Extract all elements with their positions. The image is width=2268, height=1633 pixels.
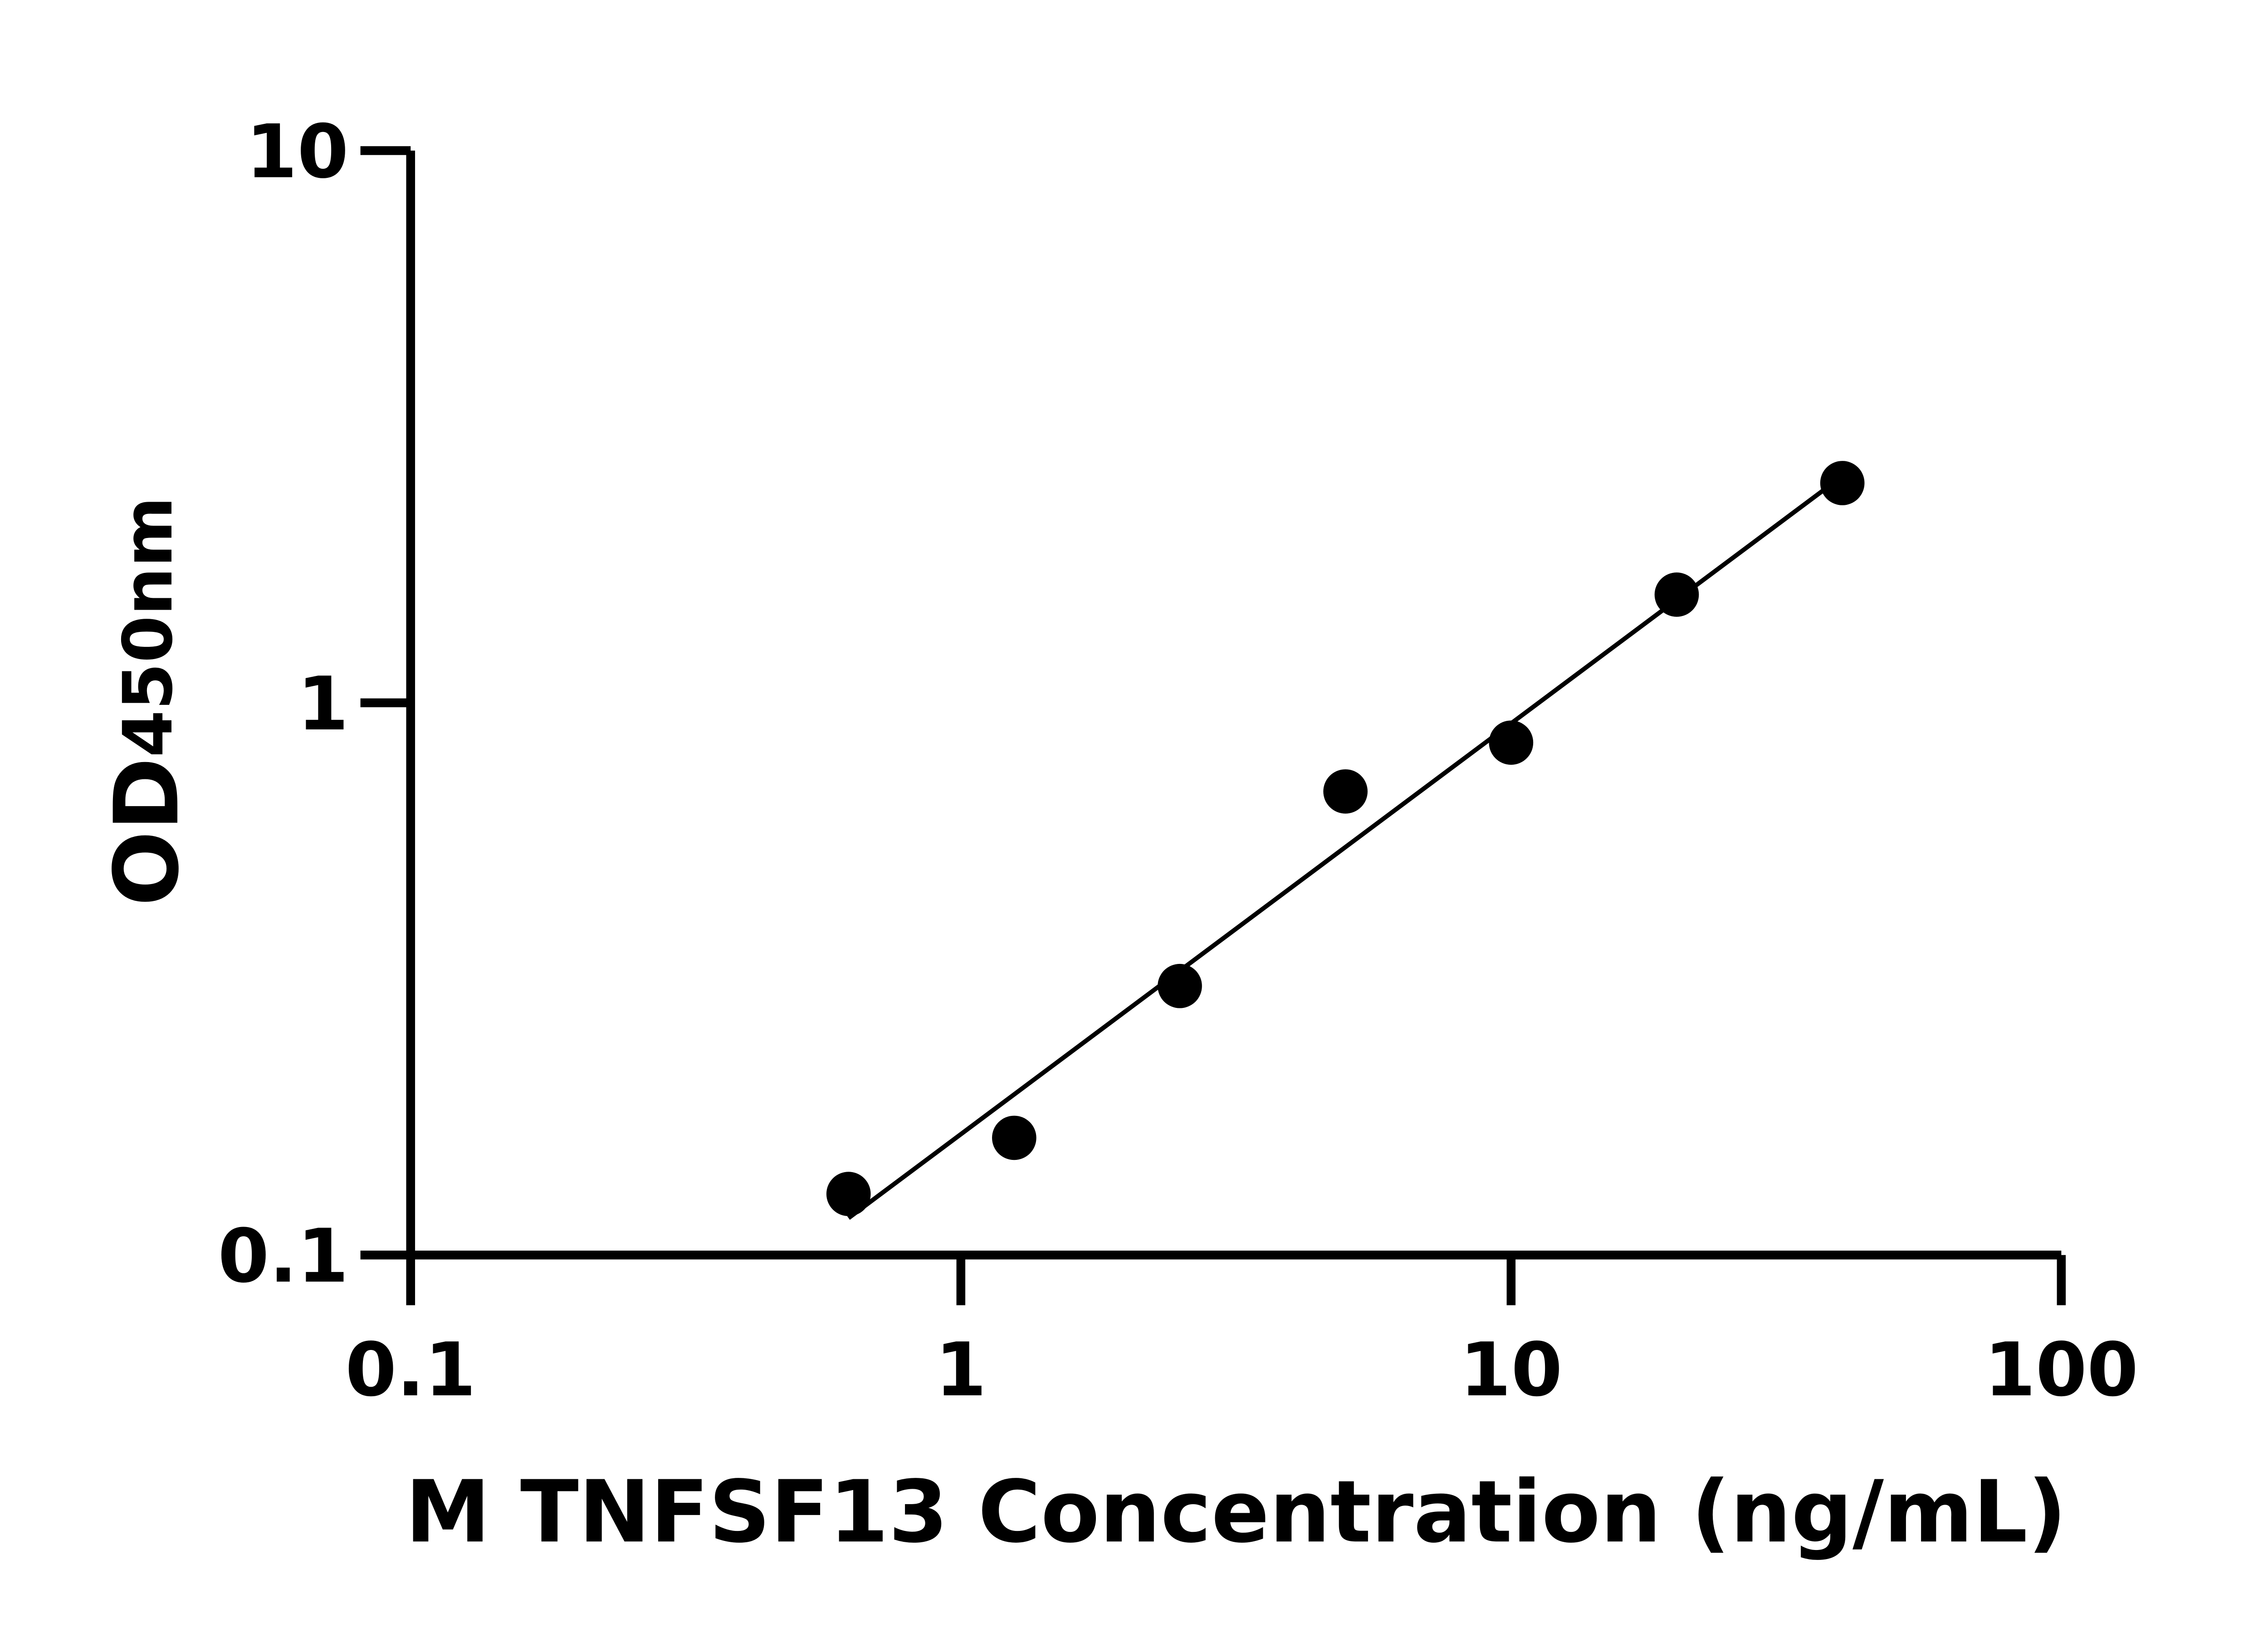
- y-tick-label: 0.1: [218, 1213, 348, 1299]
- data-points: [826, 461, 1865, 1216]
- data-point: [992, 1115, 1036, 1160]
- data-point: [1158, 963, 1202, 1008]
- data-point: [826, 1172, 871, 1216]
- y-axis-label: OD450nm: [96, 496, 199, 906]
- y-tick-label: 10: [246, 109, 348, 195]
- y-axis-label-sub: 450nm: [109, 496, 188, 757]
- x-tick-label: 10: [1460, 1327, 1562, 1413]
- x-tick-label: 100: [1984, 1327, 2138, 1413]
- data-point: [1820, 461, 1865, 505]
- y-axis-label-main: OD: [96, 758, 199, 906]
- data-point: [1323, 769, 1368, 814]
- y-tick-label: 1: [297, 661, 348, 747]
- data-point: [1654, 572, 1699, 617]
- x-tick-label: 0.1: [345, 1327, 476, 1413]
- x-tick-label: 1: [935, 1327, 987, 1413]
- data-point: [1489, 720, 1534, 765]
- axes: 0.1 1 10 100 0.1 1 10: [218, 109, 2138, 1413]
- x-axis-label: M TNFSF13 Concentration (ng/mL): [405, 1462, 2067, 1562]
